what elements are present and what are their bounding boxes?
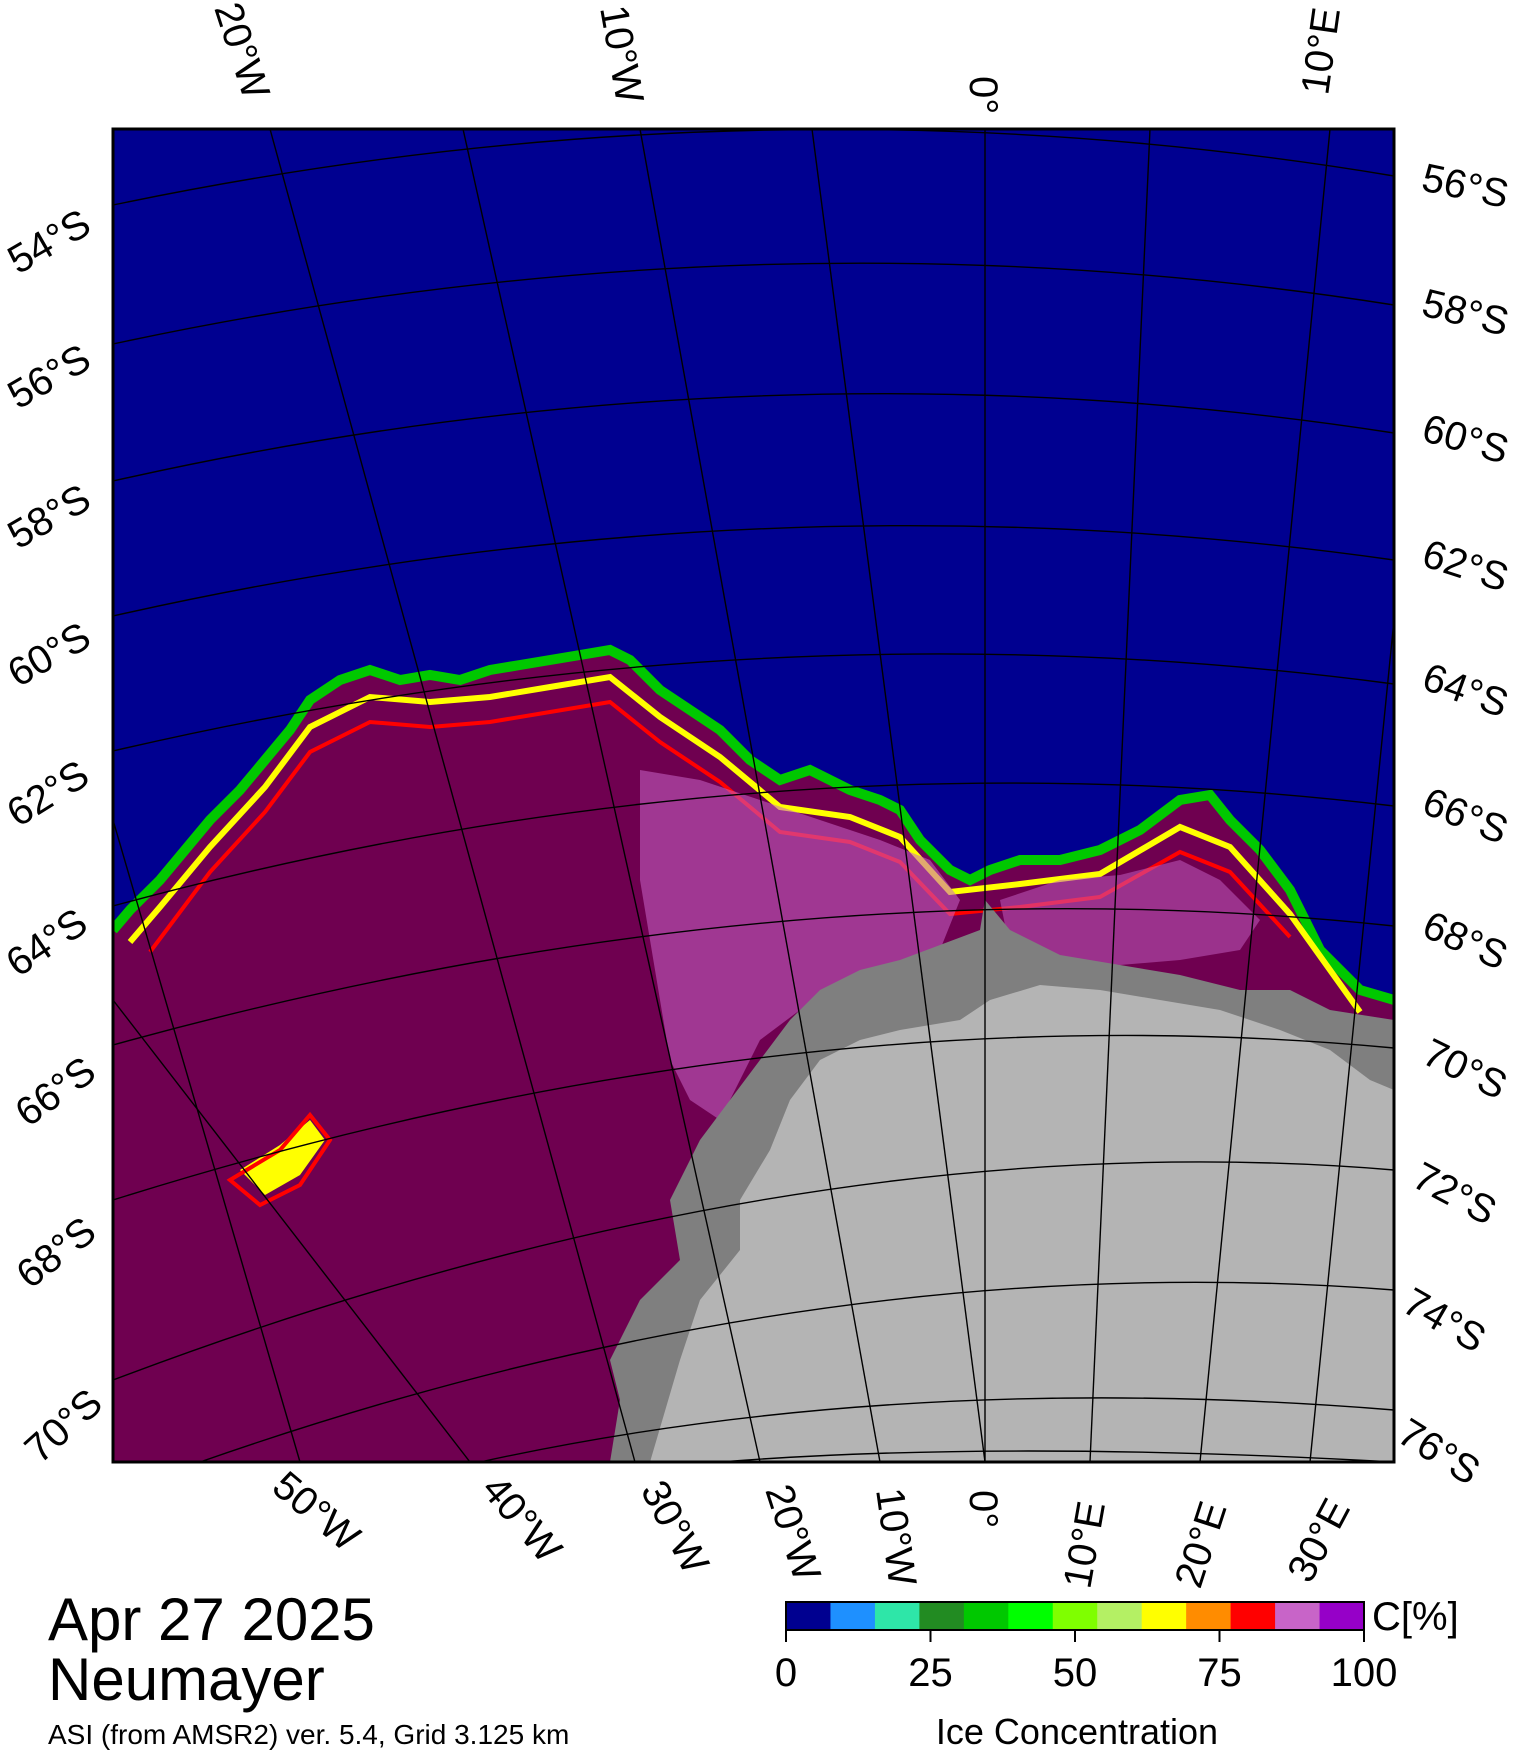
graticule-lon-20W [462,129,761,1462]
bottom-lon-labels: 50°W 40°W 30°W 20°W 10°W 0° 10°E 20°E 30… [264,1463,1359,1593]
bottom-lon-label: 0° [961,1490,1005,1528]
colorbar-swatch [830,1602,876,1630]
graticule-lat-66S [113,907,1394,1046]
left-lat-label: 68°S [8,1209,104,1297]
graticule-lon-50W [113,819,301,1462]
right-lat-label: 76°S [1390,1410,1487,1494]
map-date: Apr 27 2025 [48,1586,375,1653]
graticule-lat-68S [113,1034,1394,1201]
colorbar-tick-label: 25 [908,1651,953,1695]
left-lat-label: 62°S [0,752,97,836]
colorbar-tick-label: 50 [1053,1651,1098,1695]
colorbar-swatch [1052,1602,1098,1630]
graticule-lat-76S [719,1450,1394,1462]
graticule-lon-10E [1089,129,1151,1462]
graticule-lat-72S [199,1281,1394,1462]
right-lat-label: 56°S [1418,156,1512,217]
graticule-lat-70S [113,1161,1394,1381]
left-lat-label: 60°S [1,614,98,696]
left-lat-label: 54°S [1,201,98,283]
graticule-lon-20E [1199,129,1331,1462]
colorbar-swatch [1008,1602,1054,1630]
left-lat-label: 58°S [1,476,98,558]
mixed-ice-region-east [1000,860,1260,965]
left-lat-label: 66°S [7,1048,103,1135]
marginal-ice-yellow [127,673,1363,1014]
graticule-lat-56S [113,262,1394,345]
right-lat-label: 62°S [1417,532,1514,601]
graticule-lon-30E [1309,619,1394,1462]
bottom-lon-label: 20°W [756,1479,828,1586]
ice-feature-west-ring [226,1111,333,1208]
graticule-lon-40W [113,999,471,1462]
ice-feature-west [240,1120,325,1195]
left-lat-label: 56°S [1,336,98,418]
bottom-lon-label: 30°W [632,1474,717,1582]
left-lat-labels: 54°S 56°S 58°S 60°S 62°S 64°S 66°S 68°S … [0,201,111,1472]
top-lon-label: 10°E [1293,5,1349,97]
colorbar-tick-label: 100 [1331,1651,1398,1695]
colorbar-swatch [874,1602,920,1630]
graticule [113,129,1394,1462]
graticule-lat-74S [479,1397,1394,1462]
colorbar-unit: C[%] [1372,1595,1459,1639]
station-name: Neumayer [48,1646,325,1713]
top-lon-labels: 20°W 10°W 0° 10°E [205,0,1349,114]
right-lat-label: 58°S [1418,281,1513,345]
colorbar-swatch [1186,1602,1232,1630]
map-border [111,127,1396,1464]
colorbar-swatch [1230,1602,1276,1630]
right-lat-label: 72°S [1406,1154,1504,1234]
bottom-lon-label: 40°W [473,1468,570,1572]
right-lat-label: 60°S [1418,406,1514,472]
bottom-lon-label: 10°E [1056,1498,1114,1591]
graticule-lon-30W [269,129,636,1462]
top-lon-label: 0° [961,76,1005,114]
bottom-lon-label: 30°E [1279,1492,1359,1590]
land-interior-area [650,985,1394,1462]
graticule-lon-10W [639,129,881,1462]
right-lat-label: 64°S [1417,655,1514,726]
marginal-ice-green [113,644,1394,1005]
mixed-ice-region [640,770,960,1120]
colorbar-tick-label: 0 [775,1651,797,1695]
colorbar-swatch [1141,1602,1187,1630]
colorbar-swatch [1275,1602,1321,1630]
right-lat-label: 68°S [1416,903,1514,979]
graticule-lat-58S [113,392,1394,482]
product-info: ASI (from AMSR2) ver. 5.4, Grid 3.125 km [48,1719,570,1750]
right-lat-labels: 56°S 58°S 60°S 62°S 64°S 66°S 68°S 70°S … [1390,156,1514,1494]
graticule-lat-62S [113,653,1394,752]
right-lat-label: 66°S [1417,780,1514,853]
bottom-lon-label: 10°W [867,1485,924,1589]
bottom-lon-label: 20°E [1167,1496,1236,1593]
right-lat-label: 70°S [1416,1031,1514,1109]
right-lat-label: 74°S [1396,1280,1493,1362]
colorbar-swatch [1319,1602,1365,1630]
colorbar-title: Ice Concentration [936,1711,1218,1752]
map-frame [113,129,1394,1462]
colorbar-tick-label: 75 [1197,1651,1242,1695]
colorbar-ticks: 0 25 50 75 100 [775,1630,1398,1695]
colorbar-swatch [963,1602,1009,1630]
left-lat-label: 64°S [0,900,95,985]
graticule-lon-0 [811,129,986,1462]
colorbar-swatch [786,1602,831,1630]
colorbar-swatch [919,1602,965,1630]
graticule-lat-60S [113,524,1394,617]
graticule-lat-64S [113,782,1394,907]
colorbar-swatch [1097,1602,1143,1630]
top-lon-label: 20°W [205,0,277,104]
colorbar: C[%] 0 25 50 75 100 Ice Concentration [775,1595,1459,1752]
bottom-lon-label: 50°W [264,1463,368,1560]
top-lon-label: 10°W [591,2,651,107]
colorbar-swatches [786,1602,1365,1630]
left-lat-label: 70°S [17,1381,111,1472]
